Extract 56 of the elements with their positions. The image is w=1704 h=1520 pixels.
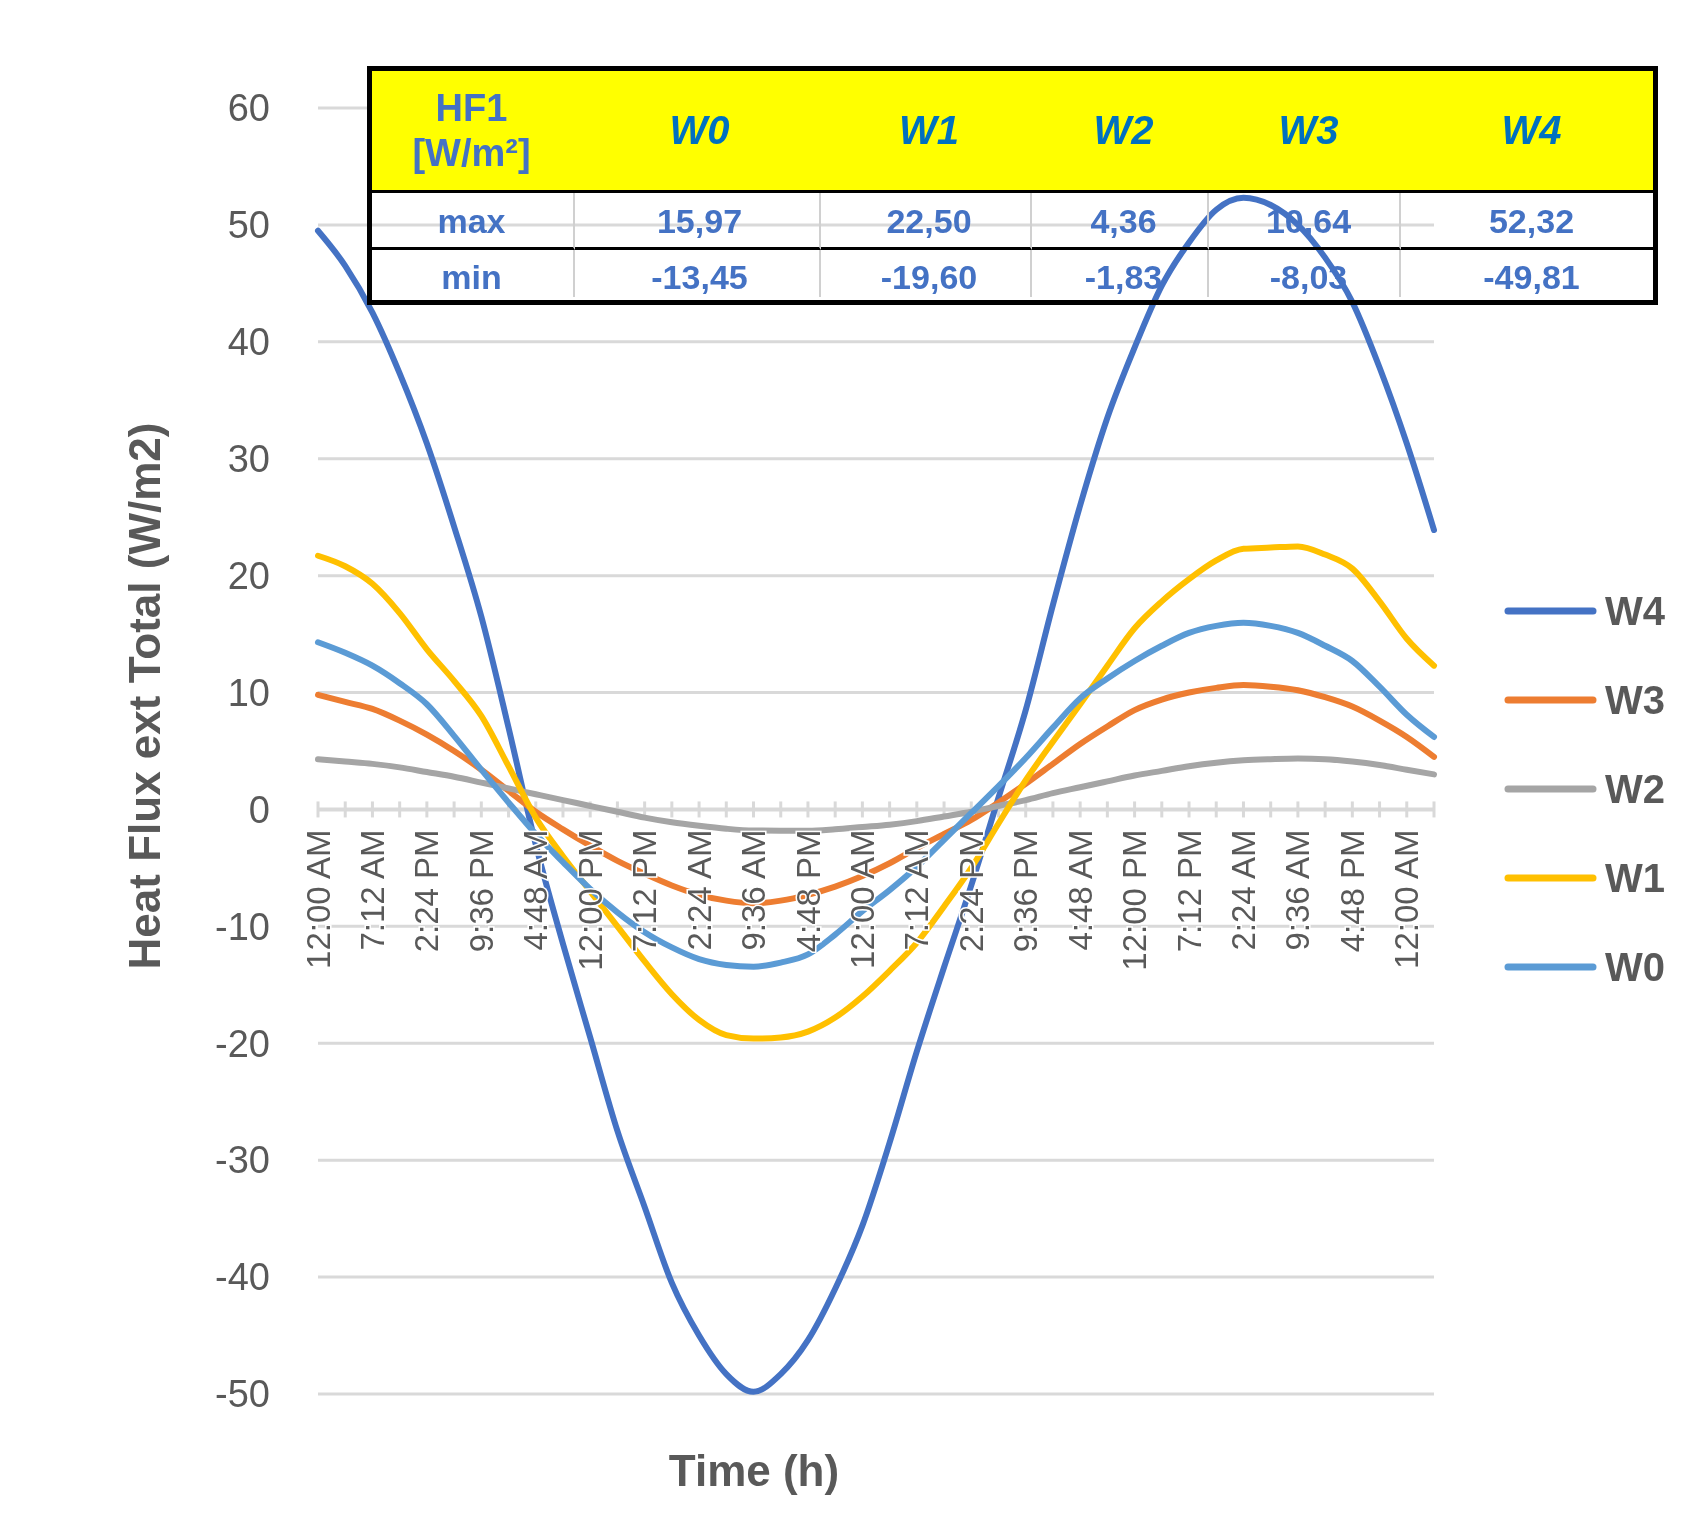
- annotation: -19,60: [880, 258, 978, 297]
- text: W4: [1501, 107, 1562, 152]
- annotation: 22,50: [886, 202, 972, 241]
- y-tick-label: 40: [227, 321, 270, 364]
- x-tick-label: 9:36 AM: [735, 829, 773, 951]
- annotation: W1: [899, 107, 959, 152]
- x-tick-label: 2:24 PM: [952, 829, 990, 953]
- annotation: W0: [669, 107, 730, 152]
- x-tick-label: 12:00 PM: [571, 829, 609, 971]
- annotation: min: [441, 258, 502, 297]
- x-tick-label: 2:24 AM: [680, 829, 718, 951]
- x-tick-label: 9:36 PM: [462, 829, 500, 953]
- x-tick-label: 12:00 AM: [299, 829, 337, 969]
- x-axis-title: Time (h): [668, 1446, 840, 1495]
- annotation: -1,83: [1084, 258, 1163, 297]
- y-tick-label: -40: [215, 1256, 270, 1299]
- annotation: -13,45: [651, 258, 748, 297]
- y-tick-label: -30: [215, 1139, 270, 1182]
- x-tick-label: 9:36 AM: [1279, 829, 1317, 951]
- y-tick-label: 60: [227, 87, 270, 130]
- x-tick-label: 2:24 AM: [1225, 829, 1263, 951]
- annotation: HF1 [W/m²]: [412, 86, 531, 175]
- annotation: 4,36: [1090, 202, 1157, 241]
- y-tick-label: -10: [215, 905, 270, 948]
- x-tick-label: 12:00 AM: [1388, 829, 1426, 969]
- x-tick-label: 7:12 PM: [1170, 829, 1208, 953]
- legend-label: W4: [1605, 589, 1666, 633]
- x-tick-label: 7:12 AM: [898, 829, 936, 951]
- y-tick-label: -20: [215, 1022, 270, 1065]
- x-tick-label: 4:48 AM: [517, 829, 555, 951]
- y-tick-label: 50: [227, 204, 270, 247]
- x-tick-label: 4:48 PM: [789, 829, 827, 953]
- x-tick-label: 2:24 PM: [408, 829, 446, 953]
- annotation: 15,97: [656, 202, 743, 241]
- x-tick-label: 12:00 PM: [1116, 829, 1154, 971]
- annotation: W2: [1093, 107, 1154, 152]
- x-tick-label: 4:48 AM: [1061, 829, 1099, 951]
- y-tick-label: 10: [227, 671, 270, 714]
- legend-label: W1: [1605, 856, 1665, 900]
- annotation: W3: [1278, 107, 1339, 152]
- text: -49,81: [1483, 258, 1580, 297]
- y-tick-label: 30: [227, 438, 270, 481]
- y-axis-title: Heat Flux ext Total (W/m2): [120, 422, 169, 970]
- y-tick-label: -50: [215, 1373, 270, 1416]
- text: 52,32: [1488, 202, 1575, 241]
- y-tick-label: 20: [227, 554, 270, 597]
- x-tick-label: 4:48 PM: [1333, 829, 1371, 953]
- annotation: max: [437, 202, 506, 241]
- x-tick-label: 12:00 AM: [843, 829, 881, 969]
- legend-label: W2: [1605, 767, 1665, 811]
- x-tick-label: 7:12 PM: [626, 829, 664, 953]
- legend-label: W3: [1605, 678, 1665, 722]
- y-tick-label: 0: [248, 788, 270, 831]
- x-tick-label: 7:12 AM: [353, 829, 391, 951]
- legend-label: W0: [1605, 945, 1665, 989]
- x-tick-label: 9:36 PM: [1007, 829, 1045, 953]
